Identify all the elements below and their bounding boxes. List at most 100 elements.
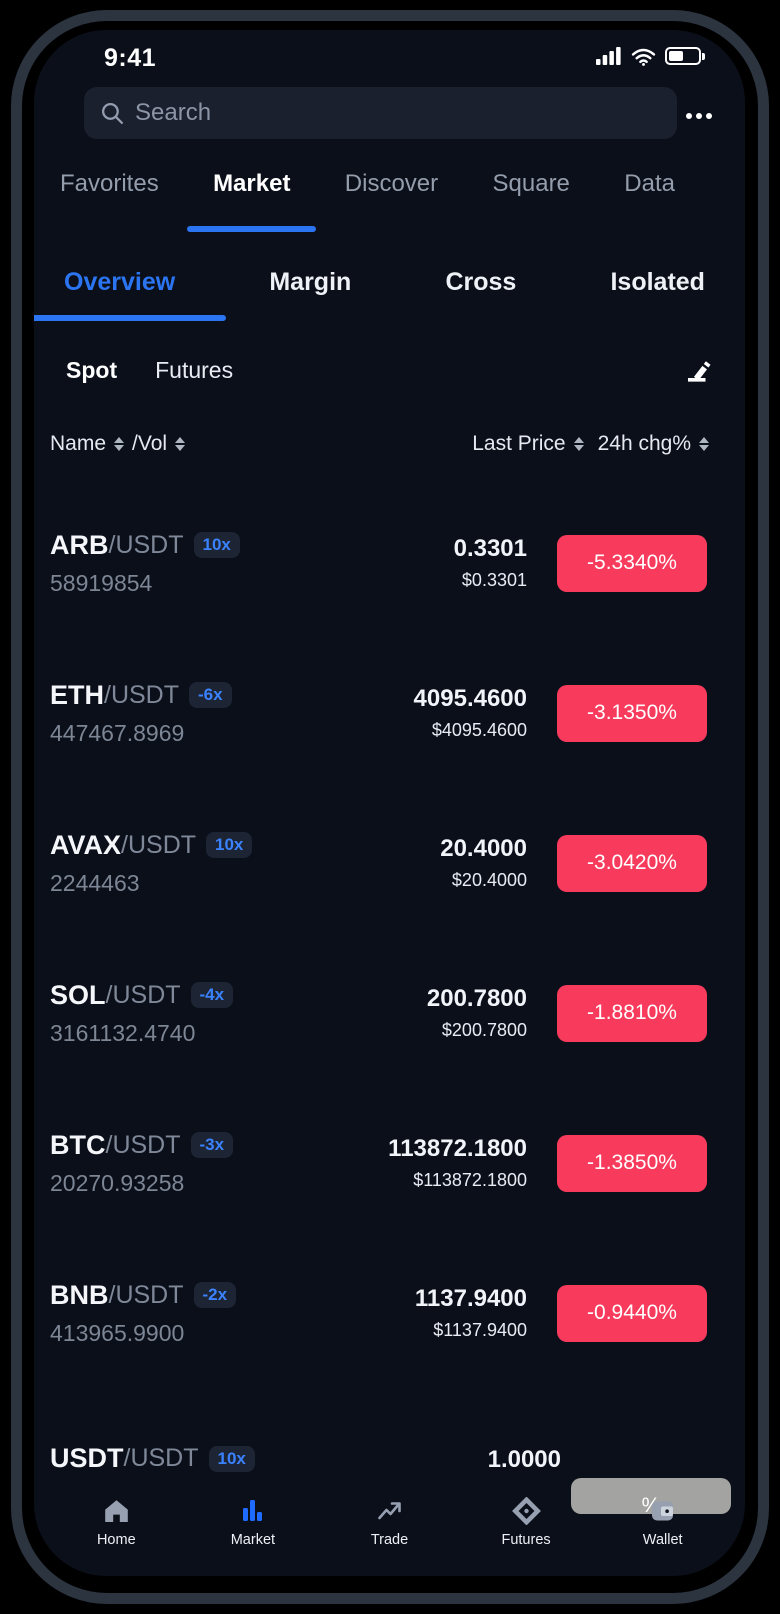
home-icon	[102, 1495, 131, 1525]
coin-symbol: BTC	[50, 1129, 106, 1160]
volume-value: 3161132.4740	[50, 1019, 196, 1046]
tab-favorites[interactable]: Favorites	[60, 170, 159, 197]
nav-label: Market	[230, 1532, 276, 1548]
usd-price-value: $20.4000	[451, 870, 527, 890]
coin-pair: /USDT	[105, 980, 181, 1009]
header-last-price[interactable]: Last Price	[472, 432, 566, 455]
change-value: -0.9440%	[587, 1301, 677, 1324]
nav-home[interactable]: Home	[66, 1495, 166, 1548]
last-price-value: 0.3301	[453, 535, 527, 562]
subtab-overview[interactable]: Overview	[64, 268, 176, 296]
last-price-value: 4095.4600	[413, 685, 527, 712]
leverage-badge: -4x	[190, 982, 234, 1008]
sort-icon[interactable]	[175, 437, 186, 451]
sort-icon[interactable]	[699, 437, 709, 451]
leverage-badge: 10x	[193, 532, 240, 558]
nav-market[interactable]: Market	[203, 1495, 303, 1548]
usd-price-value: $113872.1800	[413, 1170, 527, 1190]
nav-label: Home	[96, 1532, 136, 1548]
change-value: -1.8810%	[587, 1001, 677, 1024]
toggle-futures[interactable]: Futures	[155, 356, 234, 383]
sort-icon[interactable]	[573, 437, 584, 451]
change-badge[interactable]: -1.3850%	[557, 1134, 707, 1192]
volume-value: 20270.93258	[50, 1169, 185, 1196]
subtab-margin[interactable]: Margin	[269, 268, 352, 296]
coin-pair: /USDT	[104, 680, 179, 709]
toggle-spot[interactable]: Spot	[66, 356, 118, 383]
table-row[interactable]: SOL /USDT -4x 3161132.4740 200.7800 $200…	[34, 938, 745, 1088]
last-price-value: 20.4000	[440, 835, 527, 862]
edit-pencil-icon	[688, 361, 711, 382]
tab-data[interactable]: Data	[624, 170, 675, 197]
volume-value: 413965.9900	[50, 1319, 185, 1346]
phone-bezel	[11, 10, 769, 1604]
header-24h-change[interactable]: 24h chg%	[597, 432, 691, 455]
header-name[interactable]: Name	[50, 432, 107, 455]
usd-price-value: $1137.9400	[433, 1320, 527, 1340]
tab-discover[interactable]: Discover	[344, 170, 439, 197]
table-row[interactable]: ETH /USDT -6x 447467.8969 4095.4600 $409…	[34, 638, 745, 788]
wifi-icon	[631, 48, 656, 66]
last-price-value: 1.0000	[487, 1445, 561, 1473]
nav-futures[interactable]: Futures	[476, 1495, 576, 1548]
bottom-nav: Home Market	[34, 1495, 745, 1548]
status-time: 9:41	[104, 44, 157, 72]
coin-pair: /USDT	[123, 1444, 199, 1472]
table-row[interactable]: BTC /USDT -3x 20270.93258 113872.1800 $1…	[34, 1088, 745, 1238]
change-badge[interactable]: -5.3340%	[557, 534, 707, 592]
tab-square[interactable]: Square	[492, 170, 570, 197]
battery-icon	[665, 47, 705, 65]
top-tab-bar: Favorites Market Discover Square Data	[34, 170, 745, 232]
last-price-value: 200.7800	[426, 985, 527, 1012]
status-bar: 9:41	[34, 42, 745, 76]
tab-market[interactable]: Market	[186, 170, 317, 232]
app-screen: 9:41	[34, 30, 745, 1576]
usd-price-value: $4095.4600	[431, 720, 527, 740]
nav-wallet[interactable]: Wallet	[613, 1495, 713, 1548]
header-vol[interactable]: /Vol	[132, 432, 168, 455]
change-value: -3.0420%	[587, 851, 677, 874]
subtab-cross[interactable]: Cross	[445, 268, 517, 296]
coin-symbol: SOL	[50, 979, 106, 1010]
market-list: ARB /USDT 10x 58919854 0.3301 $0.3301 -5…	[34, 488, 745, 1538]
table-row[interactable]: ARB /USDT 10x 58919854 0.3301 $0.3301 -5…	[34, 488, 745, 638]
coin-symbol: ETH	[50, 679, 104, 710]
change-badge[interactable]: -0.9440%	[557, 1284, 707, 1342]
change-badge[interactable]: %	[571, 1478, 731, 1514]
volume-value: 447467.8969	[50, 719, 185, 746]
nav-label: Wallet	[642, 1532, 683, 1548]
more-options-button[interactable]	[686, 113, 712, 119]
change-value: -1.3850%	[587, 1151, 677, 1174]
coin-symbol: BNB	[50, 1279, 109, 1310]
leverage-badge: -6x	[189, 682, 232, 708]
table-row[interactable]: AVAX /USDT 10x 2244463 20.4000 $20.4000 …	[34, 788, 745, 938]
change-value: -3.1350%	[587, 701, 677, 724]
change-badge[interactable]: -3.0420%	[557, 834, 707, 892]
coin-pair: /USDT	[121, 830, 197, 859]
usd-price-value: $200.7800	[441, 1020, 527, 1040]
leverage-badge: -3x	[190, 1132, 234, 1158]
change-badge[interactable]: -1.8810%	[557, 984, 707, 1042]
table-row[interactable]: USDT /USDT 10x 1.0000 %	[34, 1388, 745, 1538]
sub-tab-bar: Overview Margin Cross Isolated	[34, 268, 745, 297]
leverage-badge: 10x	[208, 1445, 255, 1472]
nav-label: Trade	[370, 1532, 409, 1548]
edit-list-button[interactable]	[683, 354, 713, 389]
nav-label: Futures	[501, 1532, 551, 1548]
nav-trade[interactable]: Trade	[339, 1495, 439, 1548]
search-input[interactable]: Search	[84, 87, 677, 139]
table-header: Name /Vol Last Price 24h chg%	[34, 432, 745, 456]
last-price-value: 1137.9400	[414, 1285, 527, 1312]
coin-symbol: ARB	[50, 529, 109, 560]
futures-icon	[511, 1495, 541, 1525]
table-row[interactable]: BNB /USDT -2x 413965.9900 1137.9400 $113…	[34, 1238, 745, 1388]
coin-pair: /USDT	[105, 1130, 181, 1159]
change-badge[interactable]: -3.1350%	[557, 684, 707, 742]
sort-icon[interactable]	[114, 437, 125, 451]
coin-pair: /USDT	[108, 1280, 184, 1309]
search-icon	[101, 102, 124, 124]
subtab-isolated[interactable]: Isolated	[610, 268, 705, 296]
trade-icon	[375, 1495, 404, 1525]
coin-pair: /USDT	[108, 530, 184, 559]
